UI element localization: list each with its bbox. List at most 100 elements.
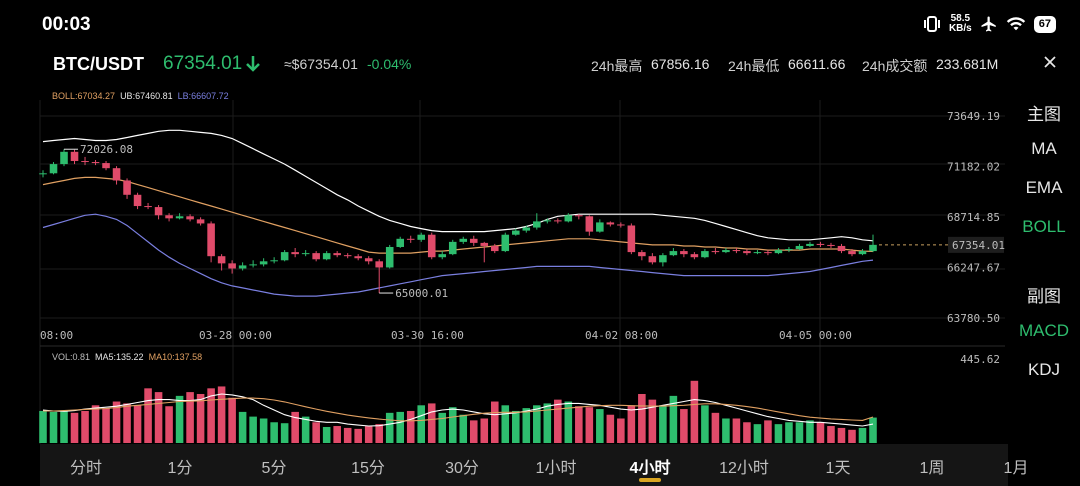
- last-price: 67354.01: [163, 53, 243, 74]
- boll-upper-line: [42, 129, 874, 242]
- volume-bar: [196, 393, 205, 443]
- status-time: 00:03: [42, 14, 91, 35]
- candle-body: [533, 221, 541, 228]
- volume-bar: [648, 399, 657, 443]
- volume-bar: [554, 399, 562, 443]
- candle-body: [575, 215, 583, 217]
- network-speed: 58.5 KB/s: [949, 14, 972, 34]
- candle-body: [585, 216, 594, 232]
- volume-bar: [70, 412, 79, 443]
- candle-body: [81, 161, 89, 163]
- candle-body: [375, 261, 383, 268]
- low-label: 24h最低: [728, 58, 780, 74]
- candle-body: [785, 249, 793, 251]
- volume-bar: [743, 422, 751, 443]
- boll-mid-line: [42, 176, 874, 254]
- volume-bar: [732, 418, 741, 443]
- candle-body: [259, 261, 268, 265]
- candle-body: [312, 253, 320, 260]
- menu-sub-chart[interactable]: 副图: [1027, 287, 1061, 306]
- menu-ma[interactable]: MA: [1031, 139, 1057, 158]
- battery-icon: 67: [1033, 15, 1056, 33]
- candle-body: [732, 250, 741, 252]
- volume-bar: [133, 405, 142, 443]
- volume-bar: [333, 426, 341, 443]
- volume-bar: [575, 406, 583, 443]
- candle-body: [816, 243, 825, 245]
- candle-body: [228, 263, 236, 269]
- candle-body: [459, 238, 468, 242]
- timeframe-tab[interactable]: 1天: [825, 460, 851, 477]
- y-axis-label: 71182.02: [947, 160, 1000, 173]
- high-price-label: 72026.08: [80, 143, 133, 156]
- trading-pair[interactable]: BTC/USDT: [53, 54, 144, 74]
- candle-body: [144, 206, 152, 208]
- timeframe-tab[interactable]: 1小时: [535, 460, 577, 477]
- volume-bar: [638, 393, 646, 443]
- timeframe-tab[interactable]: 12小时: [719, 460, 769, 477]
- boll-lower-value: LB:66607.72: [177, 91, 229, 101]
- candle-body: [648, 256, 657, 263]
- timeframe-tab[interactable]: 5分: [261, 460, 287, 477]
- volume-bar: [606, 414, 615, 443]
- volume-bar: [690, 380, 699, 443]
- turnover-value: 233.681M: [936, 56, 999, 72]
- menu-kdj[interactable]: KDJ: [1027, 360, 1061, 379]
- menu-boll[interactable]: BOLL: [1022, 217, 1066, 236]
- volume-bar: [364, 426, 373, 443]
- volume-bar: [175, 395, 184, 443]
- candle-body: [396, 238, 404, 247]
- volume-bar: [533, 405, 541, 443]
- menu-ema[interactable]: EMA: [1025, 178, 1063, 197]
- candle-body: [427, 234, 436, 258]
- arrow-down-icon: [246, 56, 260, 72]
- timeframe-tab-active[interactable]: 4小时: [629, 460, 671, 477]
- candle-body: [175, 216, 184, 219]
- volume-bar: [627, 405, 636, 443]
- candlestick-chart[interactable]: 73649.19 71182.02 68714.85 66247.67 63780.50…: [0, 0, 1008, 444]
- wifi-icon: [1006, 17, 1025, 31]
- menu-macd[interactable]: MACD: [1018, 321, 1070, 340]
- volume-bar: [795, 422, 804, 443]
- volume-bar: [722, 418, 730, 443]
- candle-body: [354, 256, 362, 259]
- volume-bar: [312, 422, 320, 443]
- timeframe-tab[interactable]: 分时: [69, 460, 102, 477]
- volume-bar: [112, 401, 121, 443]
- candle-body: [606, 222, 615, 225]
- candle-body: [722, 250, 730, 253]
- timeframe-tab[interactable]: 15分: [351, 460, 385, 477]
- candle-body: [154, 207, 163, 216]
- candle-body: [858, 251, 867, 255]
- volume-bar: [848, 429, 856, 443]
- chart-grid: [39, 100, 1005, 444]
- close-icon[interactable]: [1040, 52, 1060, 72]
- volume-bar: [617, 418, 625, 443]
- volume-bar: [764, 420, 772, 443]
- volume-bar: [816, 422, 825, 443]
- volume-bar: [522, 408, 531, 443]
- candle-body: [196, 219, 205, 224]
- volume-bar: [469, 420, 478, 443]
- candle-body: [680, 251, 688, 255]
- volume-bar: [228, 397, 236, 443]
- volume-bar: [354, 428, 362, 443]
- menu-main-chart[interactable]: 主图: [1027, 105, 1061, 124]
- timeframe-bar: 分时 1分 5分 15分 30分 1小时 4小时 12小时 1天 1周 1月: [40, 444, 1028, 486]
- candle-body: [364, 258, 373, 262]
- candle-body: [438, 254, 447, 258]
- candle-body: [743, 251, 751, 254]
- timeframe-tab[interactable]: 30分: [445, 460, 479, 477]
- timeframe-tab[interactable]: 1月: [1003, 460, 1029, 477]
- timeframe-tab[interactable]: 1周: [919, 460, 945, 477]
- volume-bar: [49, 411, 58, 443]
- volume-bar: [217, 386, 226, 443]
- candle-body: [638, 252, 646, 257]
- candle-body: [774, 250, 783, 254]
- volume-bar: [81, 410, 89, 443]
- candle-body: [291, 252, 299, 255]
- volume-bar: [543, 403, 552, 443]
- volume-bar: [280, 423, 289, 443]
- timeframe-tab[interactable]: 1分: [167, 460, 193, 477]
- volume-bar: [753, 424, 762, 443]
